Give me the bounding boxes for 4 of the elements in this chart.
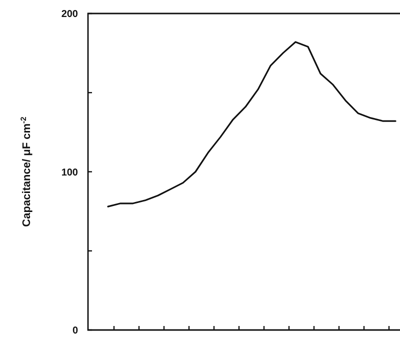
y-tick-label: 0 xyxy=(72,326,78,336)
y-tick-label: 100 xyxy=(61,167,78,178)
y-tick-label: 200 xyxy=(61,9,78,20)
line-series xyxy=(107,41,396,208)
